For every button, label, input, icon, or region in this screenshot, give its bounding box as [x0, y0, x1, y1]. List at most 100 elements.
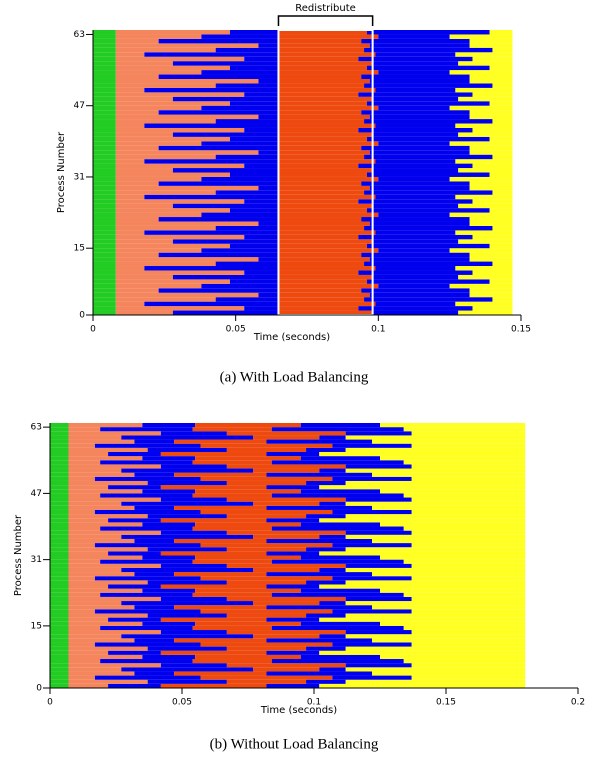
segment — [134, 572, 175, 577]
segment — [93, 132, 116, 137]
segment — [68, 435, 122, 440]
segment — [369, 78, 470, 84]
segment — [306, 646, 346, 651]
segment — [226, 547, 307, 552]
segment — [144, 52, 279, 57]
segment — [411, 630, 526, 635]
segment — [358, 92, 473, 97]
segment — [472, 199, 513, 204]
segment — [258, 292, 279, 298]
segment — [68, 538, 135, 544]
segment — [300, 555, 380, 560]
segment — [68, 584, 109, 589]
segment — [278, 78, 370, 84]
segment — [93, 123, 116, 128]
segment — [345, 630, 412, 635]
y-tick-label: 15 — [74, 244, 85, 254]
segment — [306, 679, 346, 684]
segment — [50, 580, 69, 585]
segment — [93, 301, 116, 307]
segment — [226, 480, 307, 486]
segment — [229, 243, 279, 249]
segment — [361, 145, 470, 151]
segment — [50, 534, 69, 539]
segment — [115, 288, 159, 293]
segment — [50, 654, 69, 660]
segment — [266, 617, 320, 622]
segment — [50, 646, 69, 651]
segment — [345, 667, 526, 672]
segment — [108, 451, 161, 457]
y-tick-label: 31 — [31, 555, 42, 565]
y-axis-label: Process Number — [13, 514, 24, 596]
segment — [200, 642, 333, 647]
segment — [68, 476, 95, 481]
segment — [372, 505, 526, 510]
segment — [366, 172, 490, 177]
segment — [345, 601, 526, 606]
segment — [50, 431, 69, 436]
segment — [364, 47, 493, 53]
segment — [115, 123, 145, 128]
segment — [271, 493, 404, 498]
segment — [50, 476, 69, 481]
segment — [345, 613, 526, 618]
segment — [403, 625, 526, 631]
segment — [271, 625, 404, 631]
x-tick-label: 0.15 — [511, 325, 531, 335]
segment — [306, 580, 346, 585]
segment — [215, 154, 279, 160]
segment — [93, 274, 116, 280]
segment — [380, 456, 526, 461]
segment — [50, 663, 69, 668]
segment — [50, 464, 69, 469]
segment — [192, 526, 272, 531]
segment — [115, 145, 159, 151]
segment — [160, 431, 227, 436]
segment — [215, 190, 279, 195]
segment — [50, 625, 69, 631]
segment — [200, 609, 333, 614]
segment — [142, 621, 196, 626]
segment — [172, 274, 279, 280]
segment — [160, 518, 267, 523]
segment — [369, 185, 470, 191]
segment — [472, 163, 513, 169]
segment — [115, 306, 245, 311]
segment — [50, 530, 69, 535]
segment — [266, 605, 373, 610]
segment — [278, 127, 359, 133]
segment — [93, 181, 116, 186]
segment — [68, 514, 148, 519]
segment — [192, 460, 272, 465]
segment — [489, 172, 513, 177]
segment — [375, 52, 456, 57]
segment — [121, 435, 254, 440]
segment — [100, 526, 193, 531]
segment — [108, 551, 161, 556]
segment — [93, 194, 116, 200]
segment — [229, 65, 279, 71]
segment — [93, 74, 116, 79]
segment — [115, 194, 145, 200]
segment — [345, 534, 526, 539]
segment — [50, 551, 69, 556]
segment — [366, 243, 490, 249]
segment — [93, 288, 116, 293]
segment — [372, 168, 459, 173]
y-tick-label: 15 — [31, 621, 42, 631]
segment — [115, 185, 259, 191]
segment — [226, 514, 307, 519]
segment — [358, 199, 473, 204]
segment — [319, 667, 346, 672]
segment — [115, 65, 230, 71]
segment — [319, 485, 526, 490]
segment — [366, 136, 490, 142]
segment — [258, 114, 279, 120]
segment — [100, 592, 193, 597]
segment — [68, 427, 101, 432]
segment — [449, 212, 513, 218]
segment — [469, 145, 513, 151]
segment — [147, 679, 227, 684]
segment — [68, 625, 101, 631]
